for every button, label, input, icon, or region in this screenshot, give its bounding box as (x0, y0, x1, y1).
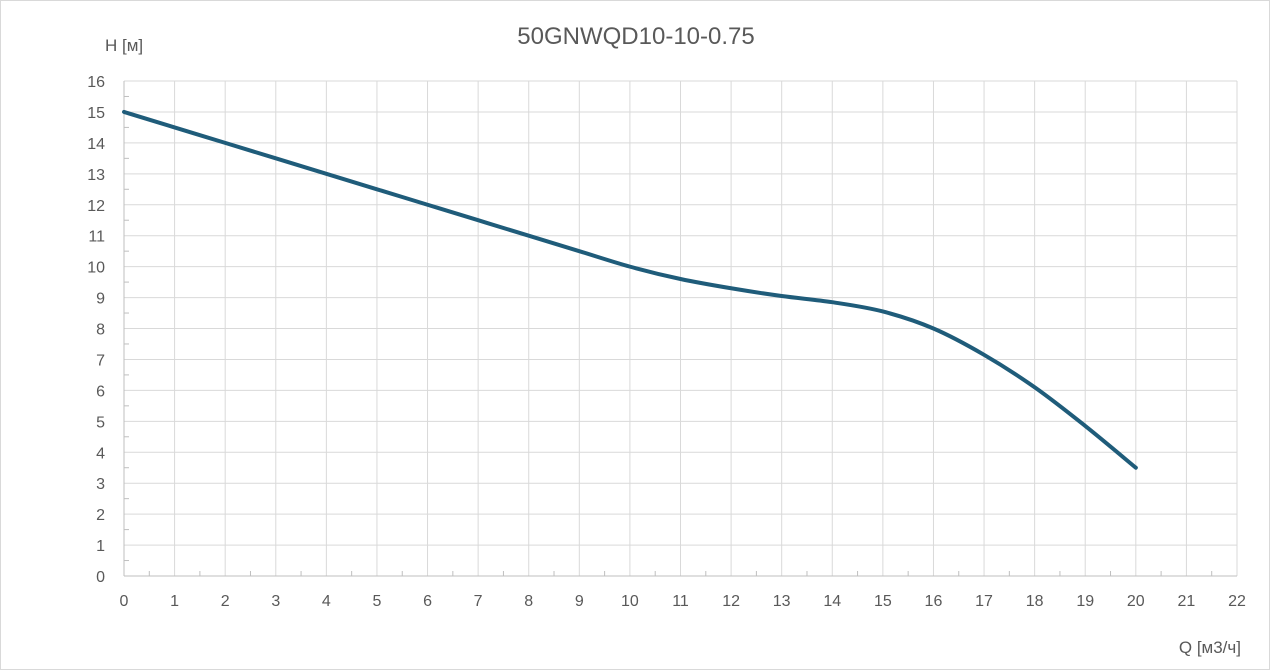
x-tick-label: 17 (975, 593, 993, 610)
y-tick-label: 8 (96, 322, 105, 339)
x-tick-label: 6 (423, 593, 432, 610)
y-axis-label: H [м] (105, 36, 143, 55)
y-tick-label: 13 (87, 167, 105, 184)
x-tick-label: 22 (1228, 593, 1246, 610)
x-tick-label: 18 (1026, 593, 1044, 610)
y-tick-label: 9 (96, 291, 105, 308)
x-tick-label: 11 (672, 593, 689, 610)
y-tick-label: 0 (96, 569, 105, 586)
y-tick-label: 12 (87, 198, 105, 215)
y-tick-label: 15 (87, 105, 105, 122)
x-tick-label: 1 (170, 593, 179, 610)
x-tick-label: 16 (925, 593, 943, 610)
x-tick-label: 5 (373, 593, 382, 610)
x-tick-labels: 0 1 2 3 4 5 6 7 8 9 10 11 12 13 14 15 16 17 18 19 20 21 22 (120, 593, 1246, 610)
grid (124, 80, 1238, 576)
x-tick-label: 19 (1076, 593, 1094, 610)
x-tick-label: 7 (474, 593, 483, 610)
x-tick-label: 8 (524, 593, 533, 610)
x-tick-label: 13 (773, 593, 791, 610)
x-tick-label: 2 (221, 593, 230, 610)
x-tick-label: 3 (271, 593, 280, 610)
y-tick-label: 4 (96, 445, 105, 462)
x-axis-label: Q [м3/ч] (1179, 638, 1241, 657)
axes (123, 81, 1237, 577)
y-tick-label: 2 (96, 507, 105, 524)
y-tick-label: 1 (96, 538, 105, 555)
x-tick-label: 14 (823, 593, 841, 610)
y-tick-label: 10 (87, 260, 105, 277)
series-layer (122, 109, 1138, 470)
y-tick-label: 16 (87, 74, 105, 91)
x-tick-label: 20 (1127, 593, 1145, 610)
y-tick-label: 7 (96, 352, 105, 369)
y-tick-label: 3 (96, 476, 105, 493)
x-tick-label: 12 (722, 593, 740, 610)
x-tick-label: 21 (1178, 593, 1196, 610)
y-tick-label: 6 (96, 383, 105, 400)
chart-title: 50GNWQD10-10-0.75 (517, 23, 754, 50)
x-tick-label: 10 (621, 593, 639, 610)
y-tick-label: 14 (87, 136, 105, 153)
x-tick-label: 0 (120, 593, 129, 610)
y-tick-label: 5 (96, 414, 105, 431)
series-line (122, 109, 1138, 470)
x-tick-label: 15 (874, 593, 892, 610)
x-tick-label: 4 (322, 593, 331, 610)
x-tick-label: 9 (575, 593, 584, 610)
y-tick-label: 11 (88, 229, 105, 246)
